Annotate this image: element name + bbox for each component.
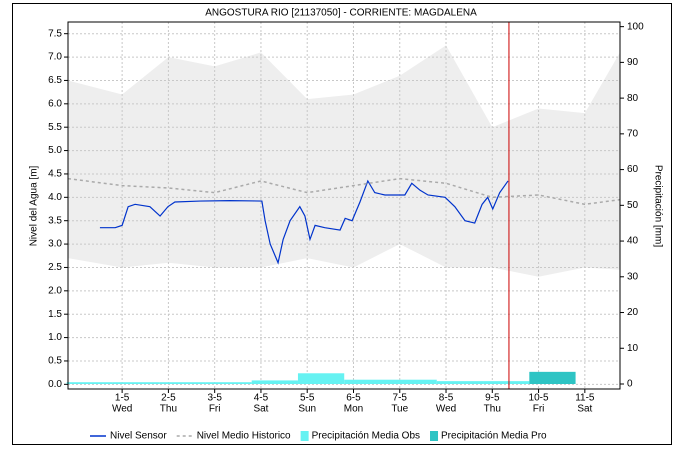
precip-bar bbox=[251, 380, 298, 384]
y-tick-label: 3.5 bbox=[48, 215, 62, 226]
precip-bar bbox=[297, 373, 345, 384]
precip-bar bbox=[205, 382, 252, 384]
y2-tick-label: 90 bbox=[627, 57, 639, 68]
level-line bbox=[99, 179, 509, 265]
precip-bar bbox=[344, 379, 391, 384]
x-tick-label: 4-5 bbox=[254, 393, 269, 404]
y-tick-label: 1.0 bbox=[48, 332, 62, 343]
y-tick-label: 3.0 bbox=[48, 239, 62, 250]
x-tick-sublabel: Thu bbox=[160, 404, 177, 415]
y-tick-label: 5.5 bbox=[48, 122, 62, 133]
x-tick-sublabel: Sat bbox=[253, 404, 268, 415]
y-tick-label: 2.5 bbox=[48, 262, 62, 273]
y2-axis-label: Precipitación [mm] bbox=[652, 165, 663, 247]
y2-tick-label: 40 bbox=[627, 236, 639, 247]
x-tick-label: 8-5 bbox=[439, 393, 454, 404]
legend-label: Nivel Sensor bbox=[110, 431, 167, 442]
y-tick-label: 6.5 bbox=[48, 75, 62, 86]
x-tick-sublabel: Sat bbox=[577, 404, 592, 415]
x-tick-sublabel: Mon bbox=[344, 404, 363, 415]
y-tick-label: 6.0 bbox=[48, 98, 62, 109]
plot-border bbox=[67, 21, 621, 390]
x-tick-label: 2-5 bbox=[161, 393, 176, 404]
y2-tick-label: 50 bbox=[627, 200, 639, 211]
y-tick-label: 5.0 bbox=[48, 145, 62, 156]
y-tick-label: 7.0 bbox=[48, 52, 62, 63]
historic-band bbox=[68, 45, 620, 277]
x-tick-sublabel: Fri bbox=[533, 404, 545, 415]
y-tick-label: 1.5 bbox=[48, 309, 62, 320]
x-tick-label: 1-5 bbox=[115, 393, 130, 404]
level-line bbox=[67, 177, 621, 206]
x-tick-label: 9-5 bbox=[485, 393, 500, 404]
precip-bar bbox=[66, 382, 113, 384]
y-tick-label: 2.0 bbox=[48, 285, 62, 296]
y-tick-label: 4.5 bbox=[48, 169, 62, 180]
precip-bar bbox=[529, 371, 576, 384]
legend-label: Nivel Medio Historico bbox=[197, 431, 291, 442]
y-axis-label: Nivel del Agua [m] bbox=[29, 165, 40, 246]
y2-tick-label: 20 bbox=[627, 307, 639, 318]
y2-tick-label: 60 bbox=[627, 164, 639, 175]
x-tick-sublabel: Wed bbox=[112, 404, 132, 415]
y-tick-label: 7.5 bbox=[48, 28, 62, 39]
legend-swatch bbox=[430, 431, 439, 441]
x-tick-label: 10-5 bbox=[529, 393, 549, 404]
precip-bar bbox=[159, 382, 206, 384]
legend-swatch bbox=[300, 431, 309, 441]
precip-bar bbox=[436, 381, 484, 384]
y-tick-label: 0.5 bbox=[48, 356, 62, 367]
y-tick-label: 0.0 bbox=[48, 379, 62, 390]
x-tick-sublabel: Wed bbox=[436, 404, 456, 415]
legend-label: Precipitación Media Obs bbox=[312, 431, 420, 442]
x-tick-label: 11-5 bbox=[575, 393, 595, 404]
legend-label: Precipitación Media Pro bbox=[441, 431, 547, 442]
x-tick-sublabel: Tue bbox=[391, 404, 408, 415]
x-tick-label: 6-5 bbox=[346, 393, 361, 404]
x-tick-sublabel: Sun bbox=[298, 404, 316, 415]
precip-bar bbox=[112, 382, 160, 384]
precip-bar bbox=[390, 379, 437, 384]
x-tick-label: 3-5 bbox=[207, 393, 222, 404]
x-tick-sublabel: Thu bbox=[484, 404, 501, 415]
x-tick-label: 7-5 bbox=[393, 393, 408, 404]
precip-bar bbox=[483, 381, 530, 384]
x-tick-sublabel: Fri bbox=[209, 404, 221, 415]
y2-tick-label: 100 bbox=[627, 21, 644, 32]
x-tick-label: 5-5 bbox=[300, 393, 315, 404]
y2-tick-label: 70 bbox=[627, 128, 639, 139]
y2-tick-label: 80 bbox=[627, 93, 639, 104]
y2-tick-label: 10 bbox=[627, 343, 639, 354]
y-tick-label: 4.0 bbox=[48, 192, 62, 203]
y2-tick-label: 0 bbox=[627, 379, 633, 390]
y2-tick-label: 30 bbox=[627, 271, 639, 282]
chart-title: ANGOSTURA RIO [21137050] - CORRIENTE: MA… bbox=[205, 8, 477, 19]
